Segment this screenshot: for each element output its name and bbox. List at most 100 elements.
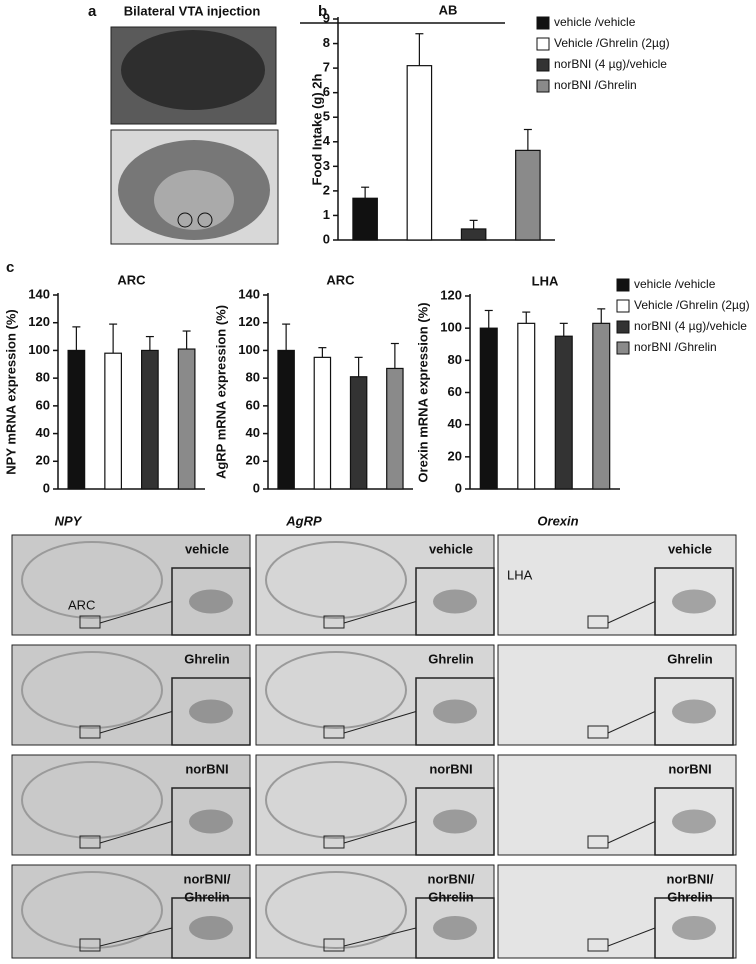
row-label: Ghrelin: [667, 889, 713, 904]
column-header: AgRP: [285, 513, 322, 528]
inset-signal: [189, 589, 233, 614]
row-label: norBNI: [185, 761, 228, 776]
y-tick-label: 140: [28, 286, 50, 301]
bar: [104, 352, 122, 490]
inset-signal: [672, 916, 716, 940]
y-tick-label: 60: [448, 384, 462, 399]
roi-box: [587, 835, 609, 849]
legend-swatch: [536, 37, 550, 51]
row-label: norBNI: [429, 761, 472, 776]
brain-outline: [265, 651, 407, 729]
legend-swatch: [616, 320, 630, 334]
roi-box: [587, 615, 609, 629]
legend-swatch: [616, 278, 630, 292]
y-tick-label: 80: [448, 352, 462, 367]
roi-box: [79, 938, 101, 952]
inset-image: [654, 677, 734, 746]
row-label: Ghrelin: [667, 651, 713, 666]
y-tick-label: 8: [323, 35, 330, 50]
y-tick-label: 100: [28, 342, 50, 357]
inset-image: [415, 897, 495, 959]
brain-outline: [21, 651, 163, 729]
legend-label: vehicle /vehicle: [554, 15, 636, 29]
column-header: Orexin: [537, 513, 578, 528]
y-axis-label: NPY mRNA expression (%): [3, 309, 18, 474]
bar: [177, 348, 196, 490]
roi-link: [343, 927, 417, 947]
injection-site: [197, 212, 213, 228]
legend-label: norBNI /Ghrelin: [554, 78, 637, 92]
inset-image: [415, 787, 495, 856]
roi-link: [343, 711, 417, 734]
row-label: Ghrelin: [184, 889, 230, 904]
bar: [515, 149, 541, 241]
row-label: Ghrelin: [184, 651, 230, 666]
inset-image: [654, 567, 734, 636]
chart-title: ARC: [117, 272, 146, 287]
y-tick-label: 20: [448, 448, 462, 463]
inset-signal: [433, 809, 477, 834]
inset-image: [171, 787, 251, 856]
legend-label: Vehicle /Ghrelin (2µg): [634, 298, 750, 312]
legend-label: vehicle /vehicle: [634, 277, 716, 291]
bar: [277, 349, 295, 490]
bar: [349, 376, 368, 490]
roi-link: [607, 711, 656, 734]
legend-label: norBNI (4 µg)/vehicle: [554, 57, 667, 71]
y-tick-label: 80: [246, 370, 260, 385]
row-label: norBNI/: [184, 871, 231, 886]
inset-signal: [433, 916, 477, 940]
roi-box: [79, 725, 101, 739]
inset-signal: [433, 699, 477, 724]
row-label: vehicle: [429, 541, 473, 556]
inset-image: [654, 897, 734, 959]
chart-title: LHA: [532, 273, 559, 288]
roi-box: [323, 615, 345, 629]
y-tick-label: 4: [323, 133, 331, 148]
y-tick-label: 120: [440, 287, 462, 302]
y-tick-label: 20: [246, 453, 260, 468]
roi-box: [323, 725, 345, 739]
y-tick-label: 40: [448, 416, 462, 431]
bar: [313, 356, 332, 490]
panel-label: a: [88, 3, 97, 20]
inset-signal: [189, 916, 233, 940]
roi-link: [99, 821, 173, 844]
y-tick-label: 0: [253, 480, 260, 495]
roi-box: [323, 938, 345, 952]
legend-swatch: [536, 58, 550, 72]
y-tick-label: 100: [440, 320, 462, 335]
bar: [460, 228, 487, 241]
roi-box: [79, 835, 101, 849]
inset-image: [654, 787, 734, 856]
panel-title: Bilateral VTA injection: [124, 3, 261, 18]
brain-outline: [21, 871, 163, 949]
brain-outline: [265, 761, 407, 839]
y-tick-label: 7: [323, 60, 330, 75]
roi-link: [99, 927, 173, 947]
row-label: Ghrelin: [428, 651, 474, 666]
legend-swatch: [536, 79, 550, 93]
y-tick-label: 80: [36, 370, 50, 385]
roi-link: [607, 601, 656, 624]
annotation: AB: [439, 2, 458, 17]
inset-image: [171, 677, 251, 746]
injection-site: [177, 212, 193, 228]
inset-signal: [189, 699, 233, 724]
inset-signal: [433, 589, 477, 614]
bar: [554, 335, 573, 490]
brain-shape: [154, 170, 234, 230]
y-axis-label: AgRP mRNA expression (%): [213, 305, 228, 479]
y-axis-label: Orexin mRNA expression (%): [415, 302, 430, 482]
inset-image: [415, 567, 495, 636]
y-tick-label: 6: [323, 84, 330, 99]
legend-label: norBNI (4 µg)/vehicle: [634, 319, 747, 333]
chart-title: ARC: [326, 272, 355, 287]
brain-outline: [265, 541, 407, 619]
row-label: norBNI/: [428, 871, 475, 886]
row-label: vehicle: [668, 541, 712, 556]
roi-link: [607, 927, 656, 947]
brain-outline: [21, 541, 163, 619]
panel-label: c: [6, 259, 14, 276]
legend-swatch: [536, 16, 550, 30]
